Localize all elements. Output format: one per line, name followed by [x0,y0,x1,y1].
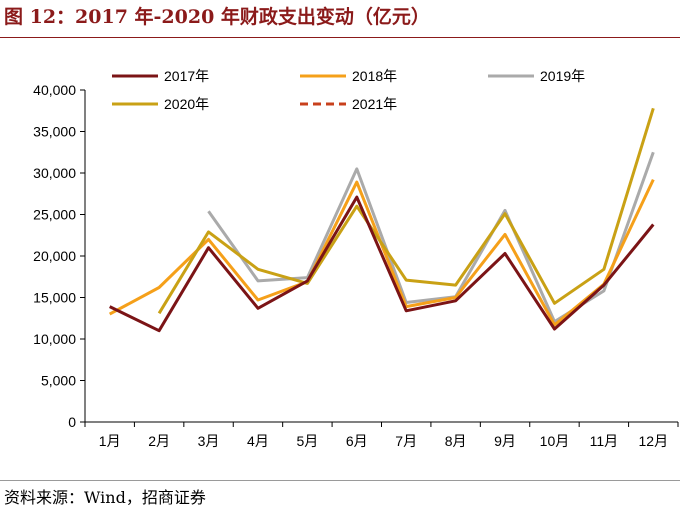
legend-label: 2021年 [352,96,397,112]
legend-item: 2020年 [112,96,209,112]
series-line-2020年 [157,107,655,315]
legend-label: 2019年 [540,68,585,84]
legend-label: 2017年 [164,68,209,84]
source-note: 资料来源：Wind，招商证券 [4,488,206,507]
x-tick-label: 1月 [99,433,121,449]
legend-item: 2021年 [300,96,397,112]
y-tick-label: 20,000 [33,248,76,264]
x-tick-label: 2月 [148,433,170,449]
x-tick-label: 3月 [198,433,220,449]
line-chart: 0 5,000 10,000 15,000 20,000 25,000 30,000 35,0… [33,68,679,449]
legend-item: 2019年 [488,68,585,84]
x-tick-label: 8月 [445,433,467,449]
y-tick-label: 15,000 [33,290,76,306]
legend-label: 2018年 [352,68,397,84]
figure-title: 图 12：2017 年-2020 年财政支出变动（亿元） [4,6,430,28]
series-line-2019年 [207,151,655,324]
y-tick-label: 35,000 [33,124,76,140]
y-tick-label: 40,000 [33,82,76,98]
series-lines [108,107,655,333]
y-tick-label: 0 [68,414,76,430]
x-tick-label: 7月 [395,433,417,449]
y-tick-label: 10,000 [33,331,76,347]
source-divider [0,480,680,481]
x-tick-label: 10月 [540,433,570,449]
legend: 2017年 2018年 2019年 2020年 2021年 [112,68,585,112]
x-tick-label: 11月 [590,433,619,449]
x-tick-label: 12月 [639,433,669,449]
x-tick-label: 9月 [494,433,516,449]
x-tick-label: 5月 [296,433,318,449]
y-axis: 0 5,000 10,000 15,000 20,000 25,000 30,000 35,0… [33,82,86,430]
y-tick-label: 30,000 [33,165,76,181]
x-tick-label: 4月 [247,433,269,449]
legend-label: 2020年 [164,96,209,112]
x-tick-label: 6月 [346,433,368,449]
y-tick-label: 5,000 [41,373,76,389]
legend-item: 2017年 [112,68,209,84]
x-axis: 1月 2月 3月 4月 5月 6月 7月 8月 9月 10月 11月 12月 [84,421,679,449]
series-line-2017年 [109,195,655,333]
legend-item: 2018年 [300,68,397,84]
title-divider [0,37,680,38]
y-tick-label: 25,000 [33,207,76,223]
